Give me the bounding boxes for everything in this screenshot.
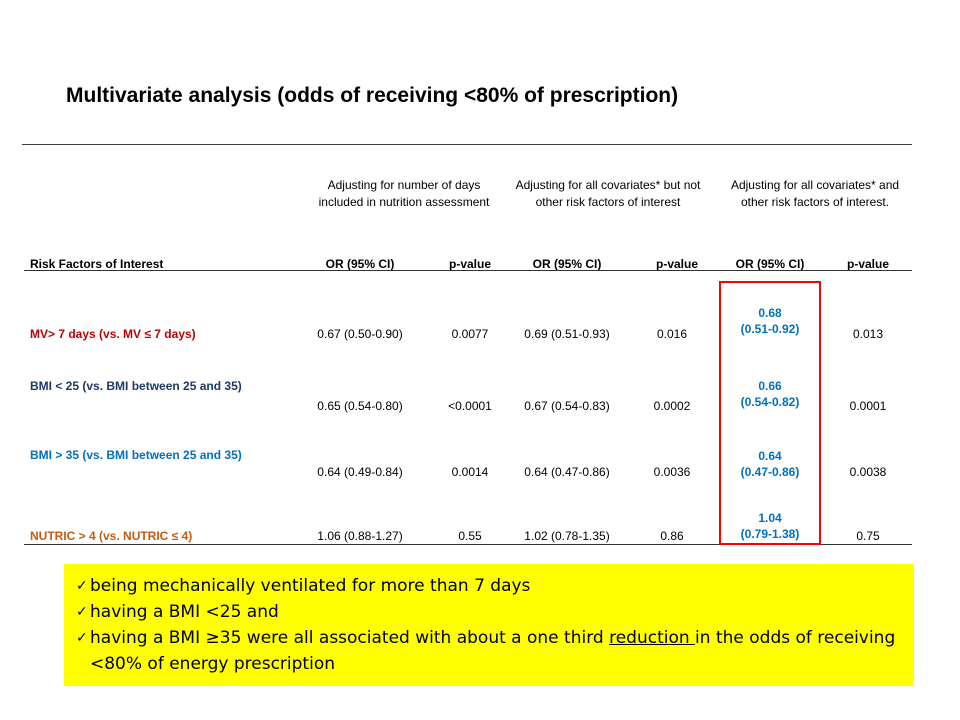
column-header-or-1: OR (95% CI) (325, 257, 395, 271)
row-nutric-or-1: 1.06 (0.88-1.27) (317, 529, 403, 543)
row-mv-or-2: 0.69 (0.51-0.93) (524, 327, 610, 341)
title-divider (22, 144, 912, 145)
row-mv-or-1: 0.67 (0.50-0.90) (317, 327, 403, 341)
callout-item: ✓ having a BMI ≥35 were all associated w… (76, 625, 906, 677)
row-bmi-under-25-p-3: 0.0001 (849, 399, 887, 413)
row-nutric-p-1: 0.55 (458, 529, 482, 543)
column-header-or-3: OR (95% CI) (735, 257, 805, 271)
row-nutric-or-3-ci: (0.79-1.38) (740, 527, 800, 541)
row-bmi-over-35-or-3-ci: (0.47-0.86) (740, 465, 800, 479)
column-header-p-1: p-value (448, 257, 492, 271)
check-icon: ✓ (76, 578, 88, 594)
row-bmi-over-35-or-3-value: 0.64 (758, 449, 782, 463)
row-label-bmi-over-35: BMI > 35 (vs. BMI between 25 and 35) (30, 448, 242, 462)
callout-text: being mechanically ventilated for more t… (90, 576, 531, 596)
callout-item: ✓ being mechanically ventilated for more… (76, 573, 906, 599)
row-bmi-under-25-or-3-ci: (0.54-0.82) (740, 395, 800, 409)
column-header-risk-factors: Risk Factors of Interest (30, 257, 164, 271)
column-header-p-3: p-value (846, 257, 890, 271)
row-bmi-under-25-p-2: 0.0002 (653, 399, 691, 413)
group-header-covariates: Adjusting for all covariates* but not ot… (515, 178, 701, 209)
slide-title: Multivariate analysis (odds of receiving… (66, 84, 679, 107)
row-label-nutric: NUTRIC > 4 (vs. NUTRIC ≤ 4) (30, 529, 193, 543)
row-mv-p-1: 0.0077 (451, 327, 489, 341)
row-bmi-under-25-or-3-value: 0.66 (758, 379, 782, 393)
column-header-p-2: p-value (655, 257, 699, 271)
callout-text: in the odds of receiving <80% of energy … (90, 628, 896, 674)
callout-text: having a BMI ≥35 were all associated wit… (90, 628, 610, 648)
group-header-all: Adjusting for all covariates* and other … (730, 178, 900, 209)
row-label-bmi-under-25: BMI < 25 (vs. BMI between 25 and 35) (30, 379, 242, 393)
callout-item: ✓ having a BMI <25 and (76, 599, 906, 625)
summary-callout: ✓ being mechanically ventilated for more… (64, 564, 914, 686)
group-header-days: Adjusting for number of days included in… (318, 178, 490, 209)
row-nutric-or-3-value: 1.04 (758, 511, 782, 525)
row-bmi-over-35-or-2: 0.64 (0.47-0.86) (524, 465, 610, 479)
highlight-box (719, 281, 821, 545)
row-nutric-or-2: 1.02 (0.78-1.35) (524, 529, 610, 543)
callout-text: having a BMI <25 and (90, 602, 279, 622)
row-bmi-under-25-p-1: <0.0001 (448, 399, 492, 413)
check-icon: ✓ (76, 604, 88, 620)
row-label-mv: MV> 7 days (vs. MV ≤ 7 days) (30, 327, 196, 341)
row-mv-p-3: 0.013 (852, 327, 884, 341)
row-bmi-under-25-or-1: 0.65 (0.54-0.80) (317, 399, 403, 413)
row-bmi-over-35-or-1: 0.64 (0.49-0.84) (317, 465, 403, 479)
row-bmi-over-35-p-1: 0.0014 (451, 465, 489, 479)
table-bottom-divider (24, 544, 912, 545)
row-mv-p-2: 0.016 (656, 327, 688, 341)
row-bmi-over-35-p-2: 0.0036 (653, 465, 691, 479)
row-mv-or-3-ci: (0.51-0.92) (740, 322, 800, 336)
callout-emphasis: reduction (609, 628, 696, 648)
check-icon: ✓ (76, 630, 88, 646)
column-header-or-2: OR (95% CI) (532, 257, 602, 271)
row-bmi-under-25-or-2: 0.67 (0.54-0.83) (524, 399, 610, 413)
row-bmi-over-35-p-3: 0.0038 (849, 465, 887, 479)
row-nutric-p-3: 0.75 (856, 529, 880, 543)
header-divider (24, 270, 912, 271)
row-mv-or-3-value: 0.68 (758, 306, 782, 320)
row-nutric-p-2: 0.86 (660, 529, 684, 543)
